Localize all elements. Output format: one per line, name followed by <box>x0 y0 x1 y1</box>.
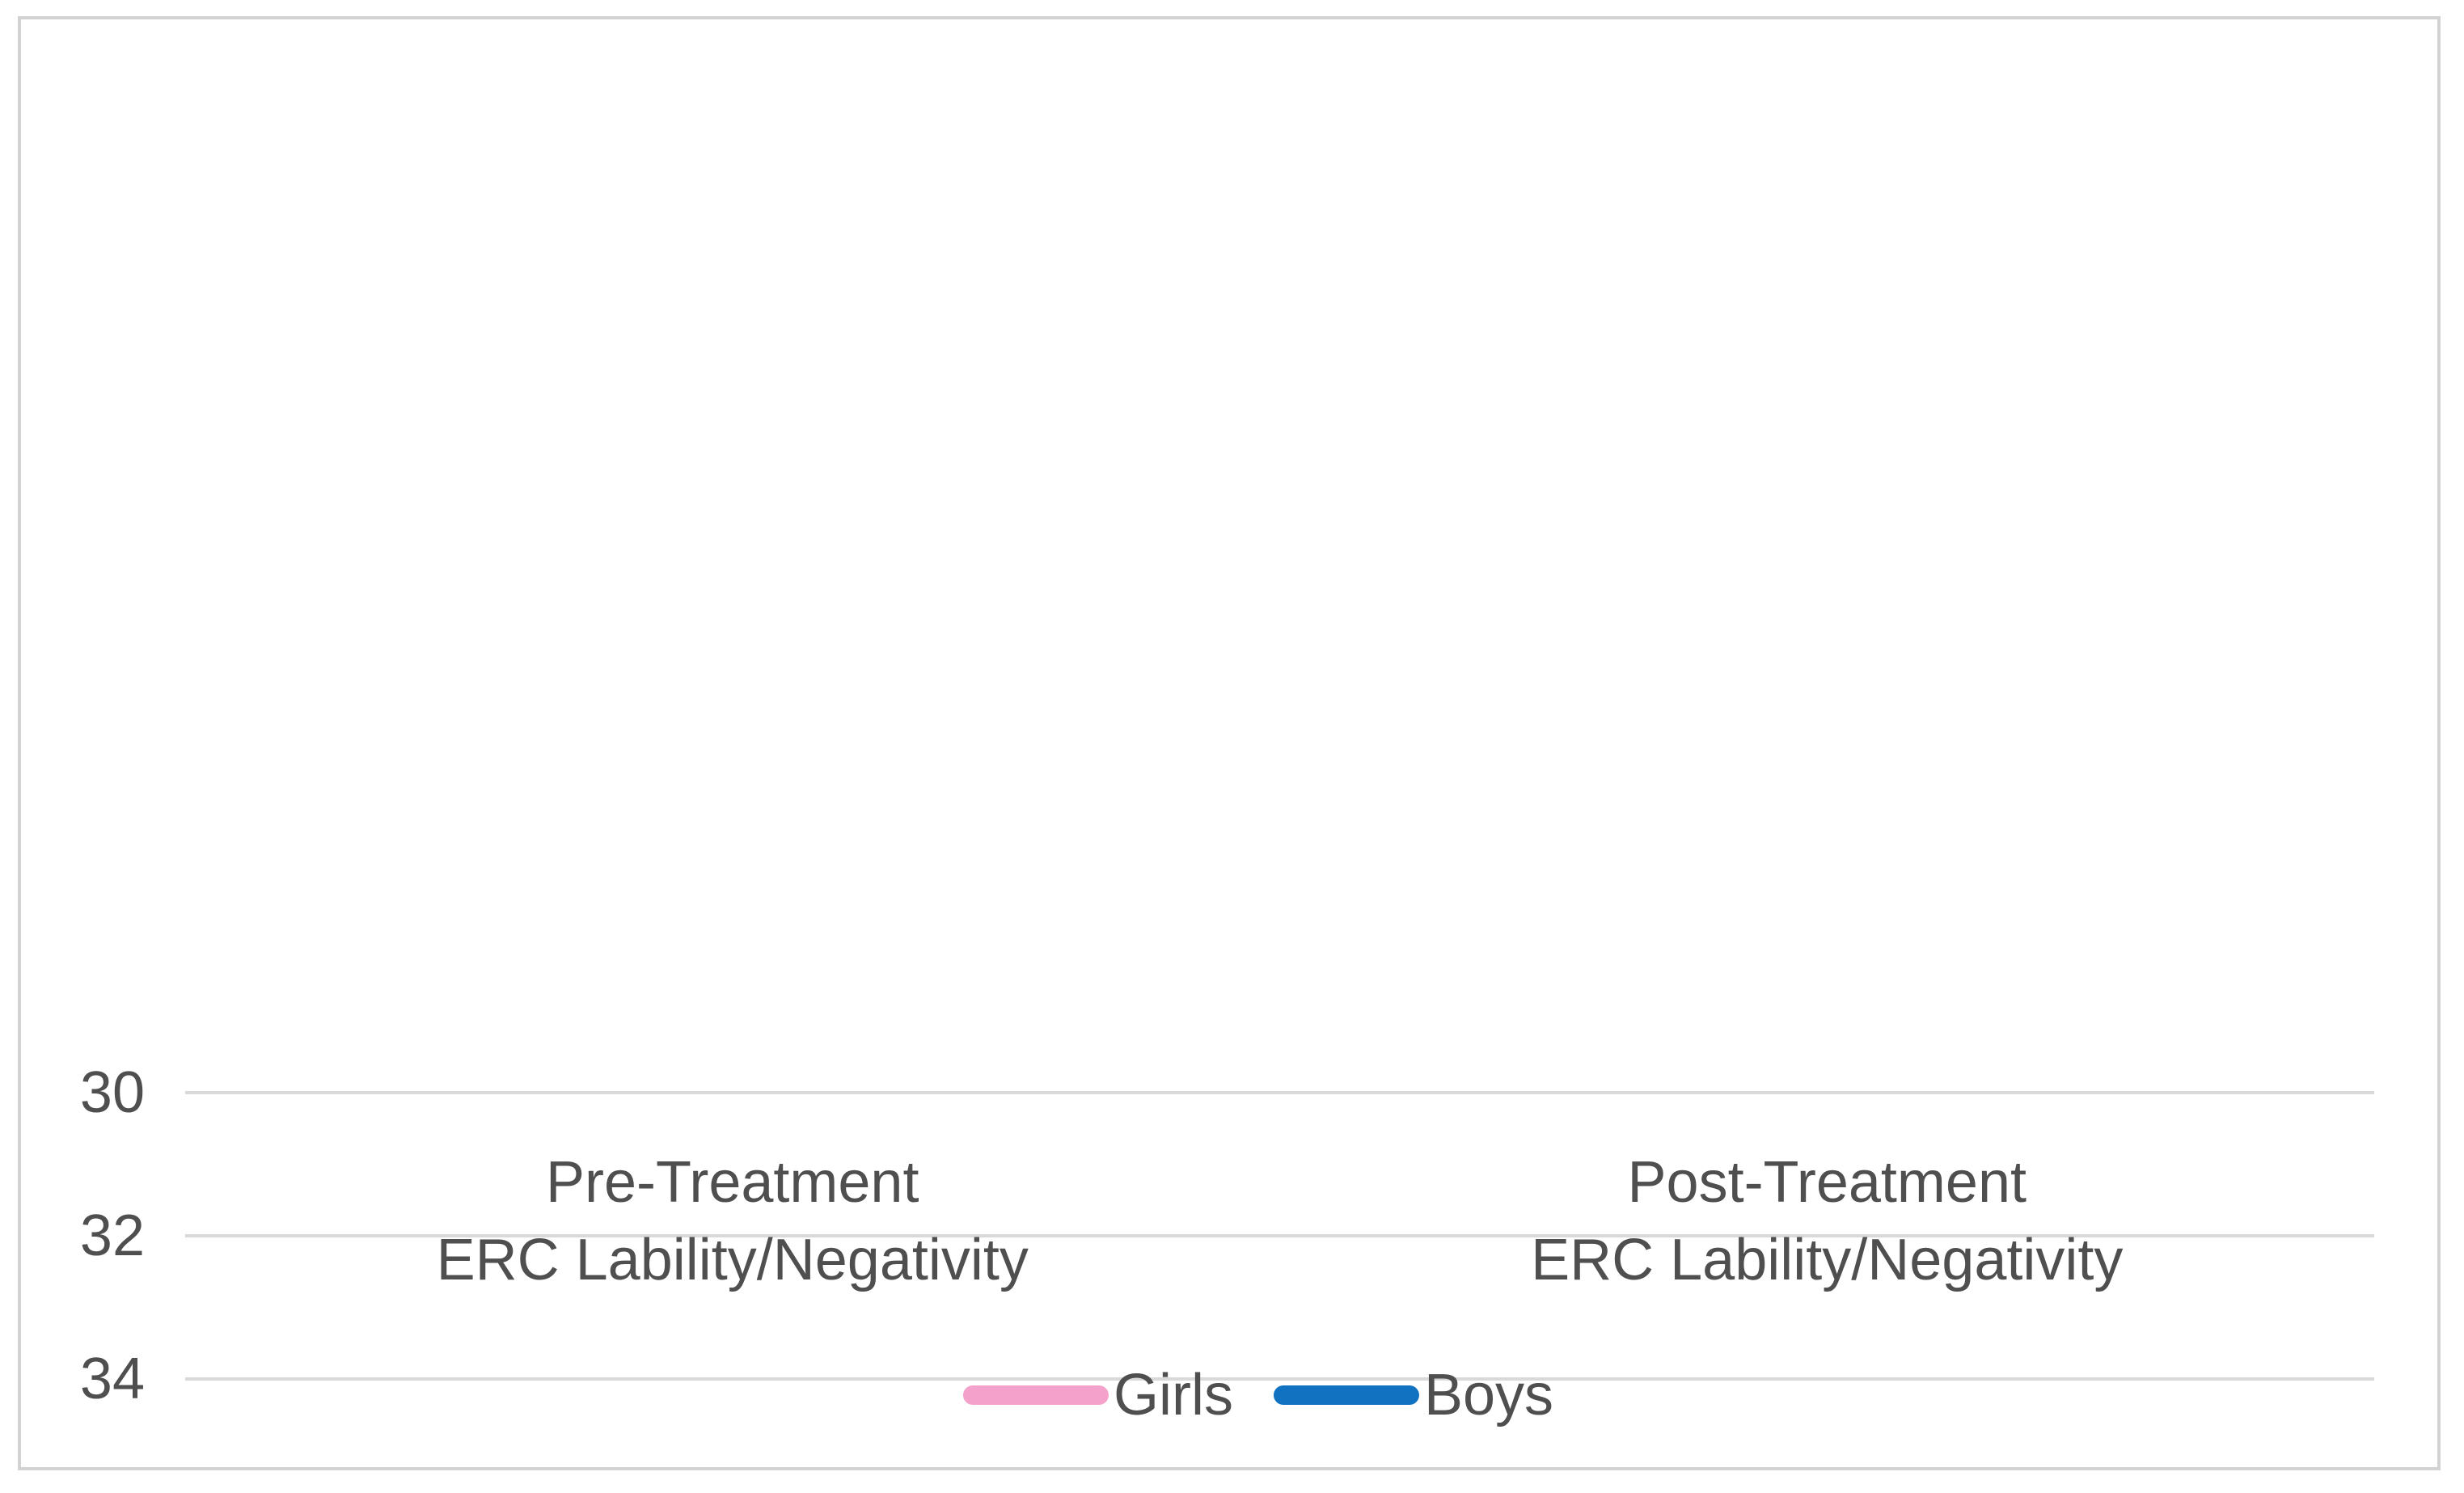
y-tick-label-32: 32 <box>79 1203 145 1268</box>
boys-legend-swatch-icon <box>1273 1385 1419 1405</box>
y-tick-label-30: 30 <box>79 1060 145 1125</box>
legend: Girls Boys <box>962 1363 1554 1427</box>
legend-label-girls: Girls <box>1113 1363 1233 1427</box>
gridline-34 <box>185 1377 2374 1381</box>
category-label-post-treatment: Post-Treatment ERC Lability/Negativity <box>1531 1150 2124 1292</box>
category-label-pre-treatment: Pre-Treatment ERC Lability/Negativity <box>436 1150 1029 1292</box>
chart-frame: 4442403836343230 Pre-Treatment ERC Labil… <box>18 16 2441 1470</box>
girls-legend-swatch-icon <box>962 1385 1109 1405</box>
legend-item-boys: Boys <box>1273 1363 1554 1427</box>
legend-item-girls: Girls <box>962 1363 1233 1427</box>
legend-label-boys: Boys <box>1423 1363 1554 1427</box>
y-tick-label-34: 34 <box>79 1347 145 1411</box>
gridline-30 <box>185 1091 2374 1094</box>
gridline-32 <box>185 1234 2374 1237</box>
